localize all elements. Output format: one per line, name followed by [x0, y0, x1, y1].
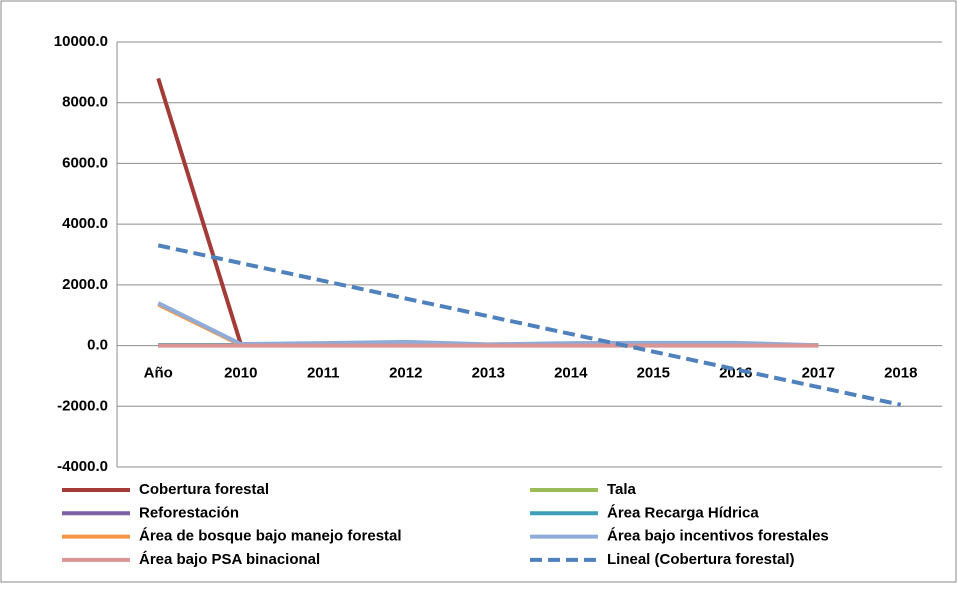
- legend-label: Lineal (Cobertura forestal): [607, 551, 795, 568]
- y-tick-label: 8000.0: [62, 94, 108, 111]
- x-tick-label: 2018: [884, 365, 917, 382]
- x-tick-label: 2017: [802, 365, 835, 382]
- x-tick-label: 2012: [389, 365, 422, 382]
- y-tick-label: -2000.0: [57, 397, 108, 414]
- legend-label: Reforestación: [139, 504, 239, 521]
- y-tick-label: 0.0: [87, 337, 108, 354]
- legend-label: Área de bosque bajo manejo forestal: [139, 528, 402, 545]
- y-tick-label: 10000.0: [54, 33, 108, 50]
- x-tick-label: 2010: [224, 365, 257, 382]
- x-tick-label: 2011: [307, 365, 340, 382]
- legend-label: Cobertura forestal: [139, 481, 269, 498]
- x-tick-label: 2013: [472, 365, 505, 382]
- x-tick-label: 2014: [554, 365, 588, 382]
- legend-label: Tala: [607, 481, 637, 498]
- y-tick-label: 4000.0: [62, 215, 108, 232]
- x-tick-label: Año: [144, 365, 173, 382]
- y-tick-label: 6000.0: [62, 154, 108, 171]
- y-tick-label: -4000.0: [57, 458, 108, 475]
- legend-label: Área Recarga Hídrica: [607, 504, 759, 521]
- legend-label: Área bajo PSA binacional: [139, 551, 320, 568]
- x-tick-label: 2015: [637, 365, 670, 382]
- y-tick-label: 2000.0: [62, 276, 108, 293]
- legend-label: Área bajo incentivos forestales: [607, 528, 829, 545]
